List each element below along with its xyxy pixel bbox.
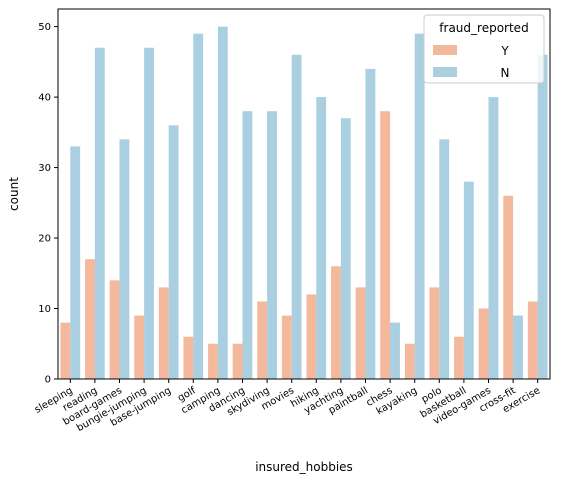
- bar-Y-hiking: [306, 294, 317, 379]
- x-axis: sleepingreadingboard-gamesbungie-jumping…: [33, 379, 542, 434]
- bar-N-dancing: [242, 111, 253, 379]
- legend-label-N: N: [501, 66, 510, 80]
- bar-N-hiking: [316, 97, 327, 379]
- bar-Y-camping: [208, 343, 218, 379]
- bar-N-reading: [94, 47, 105, 379]
- bar-N-movies: [291, 54, 302, 380]
- bar-Y-chess: [380, 111, 391, 379]
- bar-Y-video-games: [478, 308, 489, 379]
- bar-N-sleeping: [70, 146, 81, 379]
- y-tick-label: 10: [38, 304, 51, 315]
- bars-group: [60, 26, 548, 380]
- y-tick-label: 0: [45, 375, 51, 386]
- bar-Y-dancing: [232, 343, 243, 379]
- legend-swatch-Y: [433, 45, 457, 55]
- bar-N-paintball: [365, 68, 376, 380]
- bar-N-yachting: [340, 118, 351, 380]
- x-axis-label: insured_hobbies: [255, 460, 353, 474]
- legend-label-Y: Y: [500, 44, 509, 58]
- y-tick-label: 30: [38, 163, 51, 174]
- plot-frame: [57, 8, 551, 380]
- bar-Y-reading: [85, 259, 95, 379]
- legend-swatch-N: [433, 67, 457, 77]
- bar-Y-golf: [183, 336, 194, 379]
- bar-N-skydiving: [267, 111, 277, 379]
- bar-N-exercise: [537, 54, 548, 380]
- legend-title: fraud_reported: [439, 21, 528, 35]
- bar-Y-cross-fit: [503, 195, 514, 379]
- bar-N-video-games: [488, 97, 499, 379]
- legend-box: [423, 14, 545, 84]
- bar-Y-basketball: [454, 336, 464, 379]
- y-tick-label: 50: [38, 22, 51, 33]
- bar-Y-exercise: [527, 301, 538, 379]
- bar-Y-bungie-jumping: [134, 315, 145, 379]
- bar-N-camping: [217, 26, 228, 380]
- bar-N-polo: [439, 139, 450, 379]
- bar-Y-base-jumping: [158, 287, 169, 379]
- y-axis-label: count: [7, 177, 21, 211]
- bar-N-basketball: [463, 181, 474, 379]
- bar-Y-sleeping: [60, 322, 71, 379]
- bar-N-base-jumping: [168, 125, 179, 379]
- y-tick-label: 20: [38, 234, 51, 245]
- bar-N-board-games: [119, 139, 130, 379]
- bar-Y-kayaking: [404, 343, 415, 379]
- bar-N-kayaking: [414, 33, 425, 380]
- bar-Y-polo: [429, 287, 440, 379]
- legend: fraud_reported YN: [423, 14, 545, 84]
- bar-N-cross-fit: [513, 315, 523, 379]
- bar-Y-paintball: [355, 287, 366, 379]
- bar-N-golf: [193, 33, 204, 380]
- y-tick-label: 40: [38, 93, 51, 104]
- bar-Y-board-games: [109, 280, 120, 379]
- bar-N-bungie-jumping: [144, 47, 154, 379]
- bar-Y-movies: [281, 315, 292, 379]
- bar-Y-yachting: [331, 266, 341, 379]
- bar-N-chess: [390, 322, 400, 379]
- y-axis: 0 10 20 30 40 50: [38, 22, 58, 386]
- bar-Y-skydiving: [257, 301, 268, 379]
